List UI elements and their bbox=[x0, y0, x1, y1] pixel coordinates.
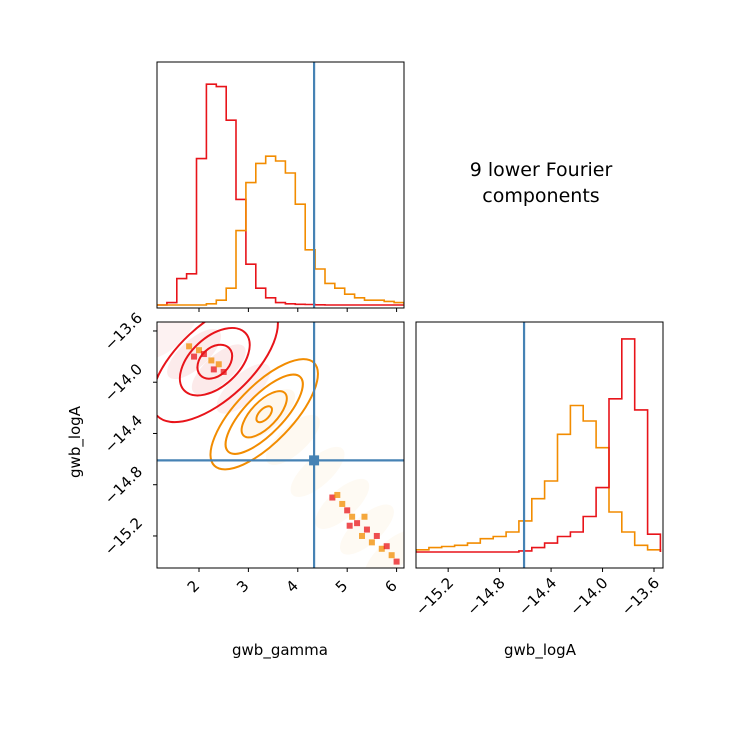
logA-ytick-label-−14.0: −14.0 bbox=[101, 360, 146, 405]
density-blob bbox=[216, 363, 271, 414]
truth-marker bbox=[309, 455, 320, 466]
gamma-hist-series-orange bbox=[157, 155, 404, 306]
gwb-gamma-histogram-panel bbox=[156, 61, 405, 312]
right-panel-frame bbox=[415, 321, 664, 569]
logA-xtick-label-−13.6: −13.6 bbox=[618, 574, 663, 619]
logA-hist-series-red bbox=[416, 338, 662, 553]
logA-hist-series-orange bbox=[416, 404, 662, 552]
density-blob bbox=[265, 414, 320, 465]
sample-point bbox=[334, 491, 341, 498]
sample-point bbox=[346, 522, 353, 529]
logA-ytick-label-−15.2: −15.2 bbox=[101, 514, 146, 559]
sample-point bbox=[329, 494, 336, 501]
logA-xtick-label-−15.2: −15.2 bbox=[412, 574, 457, 619]
gamma-logA-2d-panel: 2 3 4 5 6 −13.6 −14.0 −14.4 −14.8 −15.2 bbox=[101, 309, 405, 596]
sample-point bbox=[354, 520, 361, 527]
sample-point bbox=[393, 558, 400, 565]
sample-point bbox=[361, 513, 368, 520]
gamma-xtick-label-5: 5 bbox=[332, 577, 351, 596]
logA-ytick-label-−14.4: −14.4 bbox=[101, 411, 146, 456]
annotation-line-2: components bbox=[482, 185, 599, 207]
sample-point bbox=[208, 357, 215, 364]
scatter-content bbox=[157, 322, 404, 568]
logA-ytick-label-−13.6: −13.6 bbox=[101, 309, 146, 354]
sample-point bbox=[368, 539, 375, 546]
contour-level bbox=[255, 405, 273, 424]
sample-point bbox=[186, 343, 193, 350]
sample-point bbox=[339, 500, 346, 507]
contour-level bbox=[224, 373, 304, 455]
x-axis-label-gamma: gwb_gamma bbox=[232, 641, 328, 660]
sample-point bbox=[210, 366, 217, 373]
sample-point bbox=[195, 347, 202, 354]
sample-point bbox=[378, 545, 385, 552]
logA-ytick-label-−14.8: −14.8 bbox=[101, 463, 146, 508]
top-hist-series bbox=[157, 83, 404, 306]
sample-point bbox=[388, 552, 395, 559]
sample-point bbox=[191, 353, 198, 360]
sample-point bbox=[373, 532, 380, 539]
contour-level bbox=[178, 326, 251, 397]
top-panel-frame bbox=[156, 61, 405, 309]
gamma-xtick-label-3: 3 bbox=[233, 577, 252, 596]
contour-level bbox=[157, 322, 279, 424]
sample-point bbox=[359, 532, 366, 539]
logA-xtick-label-−14.4: −14.4 bbox=[515, 574, 560, 619]
sample-point bbox=[344, 507, 351, 514]
logA-xtick-label-−14.0: −14.0 bbox=[566, 574, 611, 619]
gamma-xtick-label-2: 2 bbox=[184, 577, 203, 596]
sample-point bbox=[383, 543, 390, 550]
sample-point bbox=[363, 526, 370, 533]
y-axis-label-logA: gwb_logA bbox=[66, 405, 85, 478]
gamma-hist-series-red bbox=[157, 83, 404, 306]
mid-panel-frame bbox=[156, 321, 405, 569]
gamma-xtick-label-6: 6 bbox=[381, 577, 400, 596]
logA-histogram-panel: −15.2 −14.8 −14.4 −14.0 −13.6 bbox=[412, 321, 664, 619]
annotation-line-1: 9 lower Fourier bbox=[470, 159, 613, 181]
sample-point bbox=[349, 513, 356, 520]
logA-xtick-label-−14.8: −14.8 bbox=[463, 574, 508, 619]
right-hist-series bbox=[416, 338, 662, 553]
density-blob bbox=[241, 389, 296, 440]
contour-level bbox=[196, 343, 234, 380]
sample-point bbox=[215, 361, 222, 368]
contour-level bbox=[240, 390, 288, 439]
density-blob bbox=[157, 322, 197, 359]
x-axis-label-logA: gwb_logA bbox=[504, 641, 577, 660]
gamma-xtick-label-4: 4 bbox=[283, 577, 302, 596]
